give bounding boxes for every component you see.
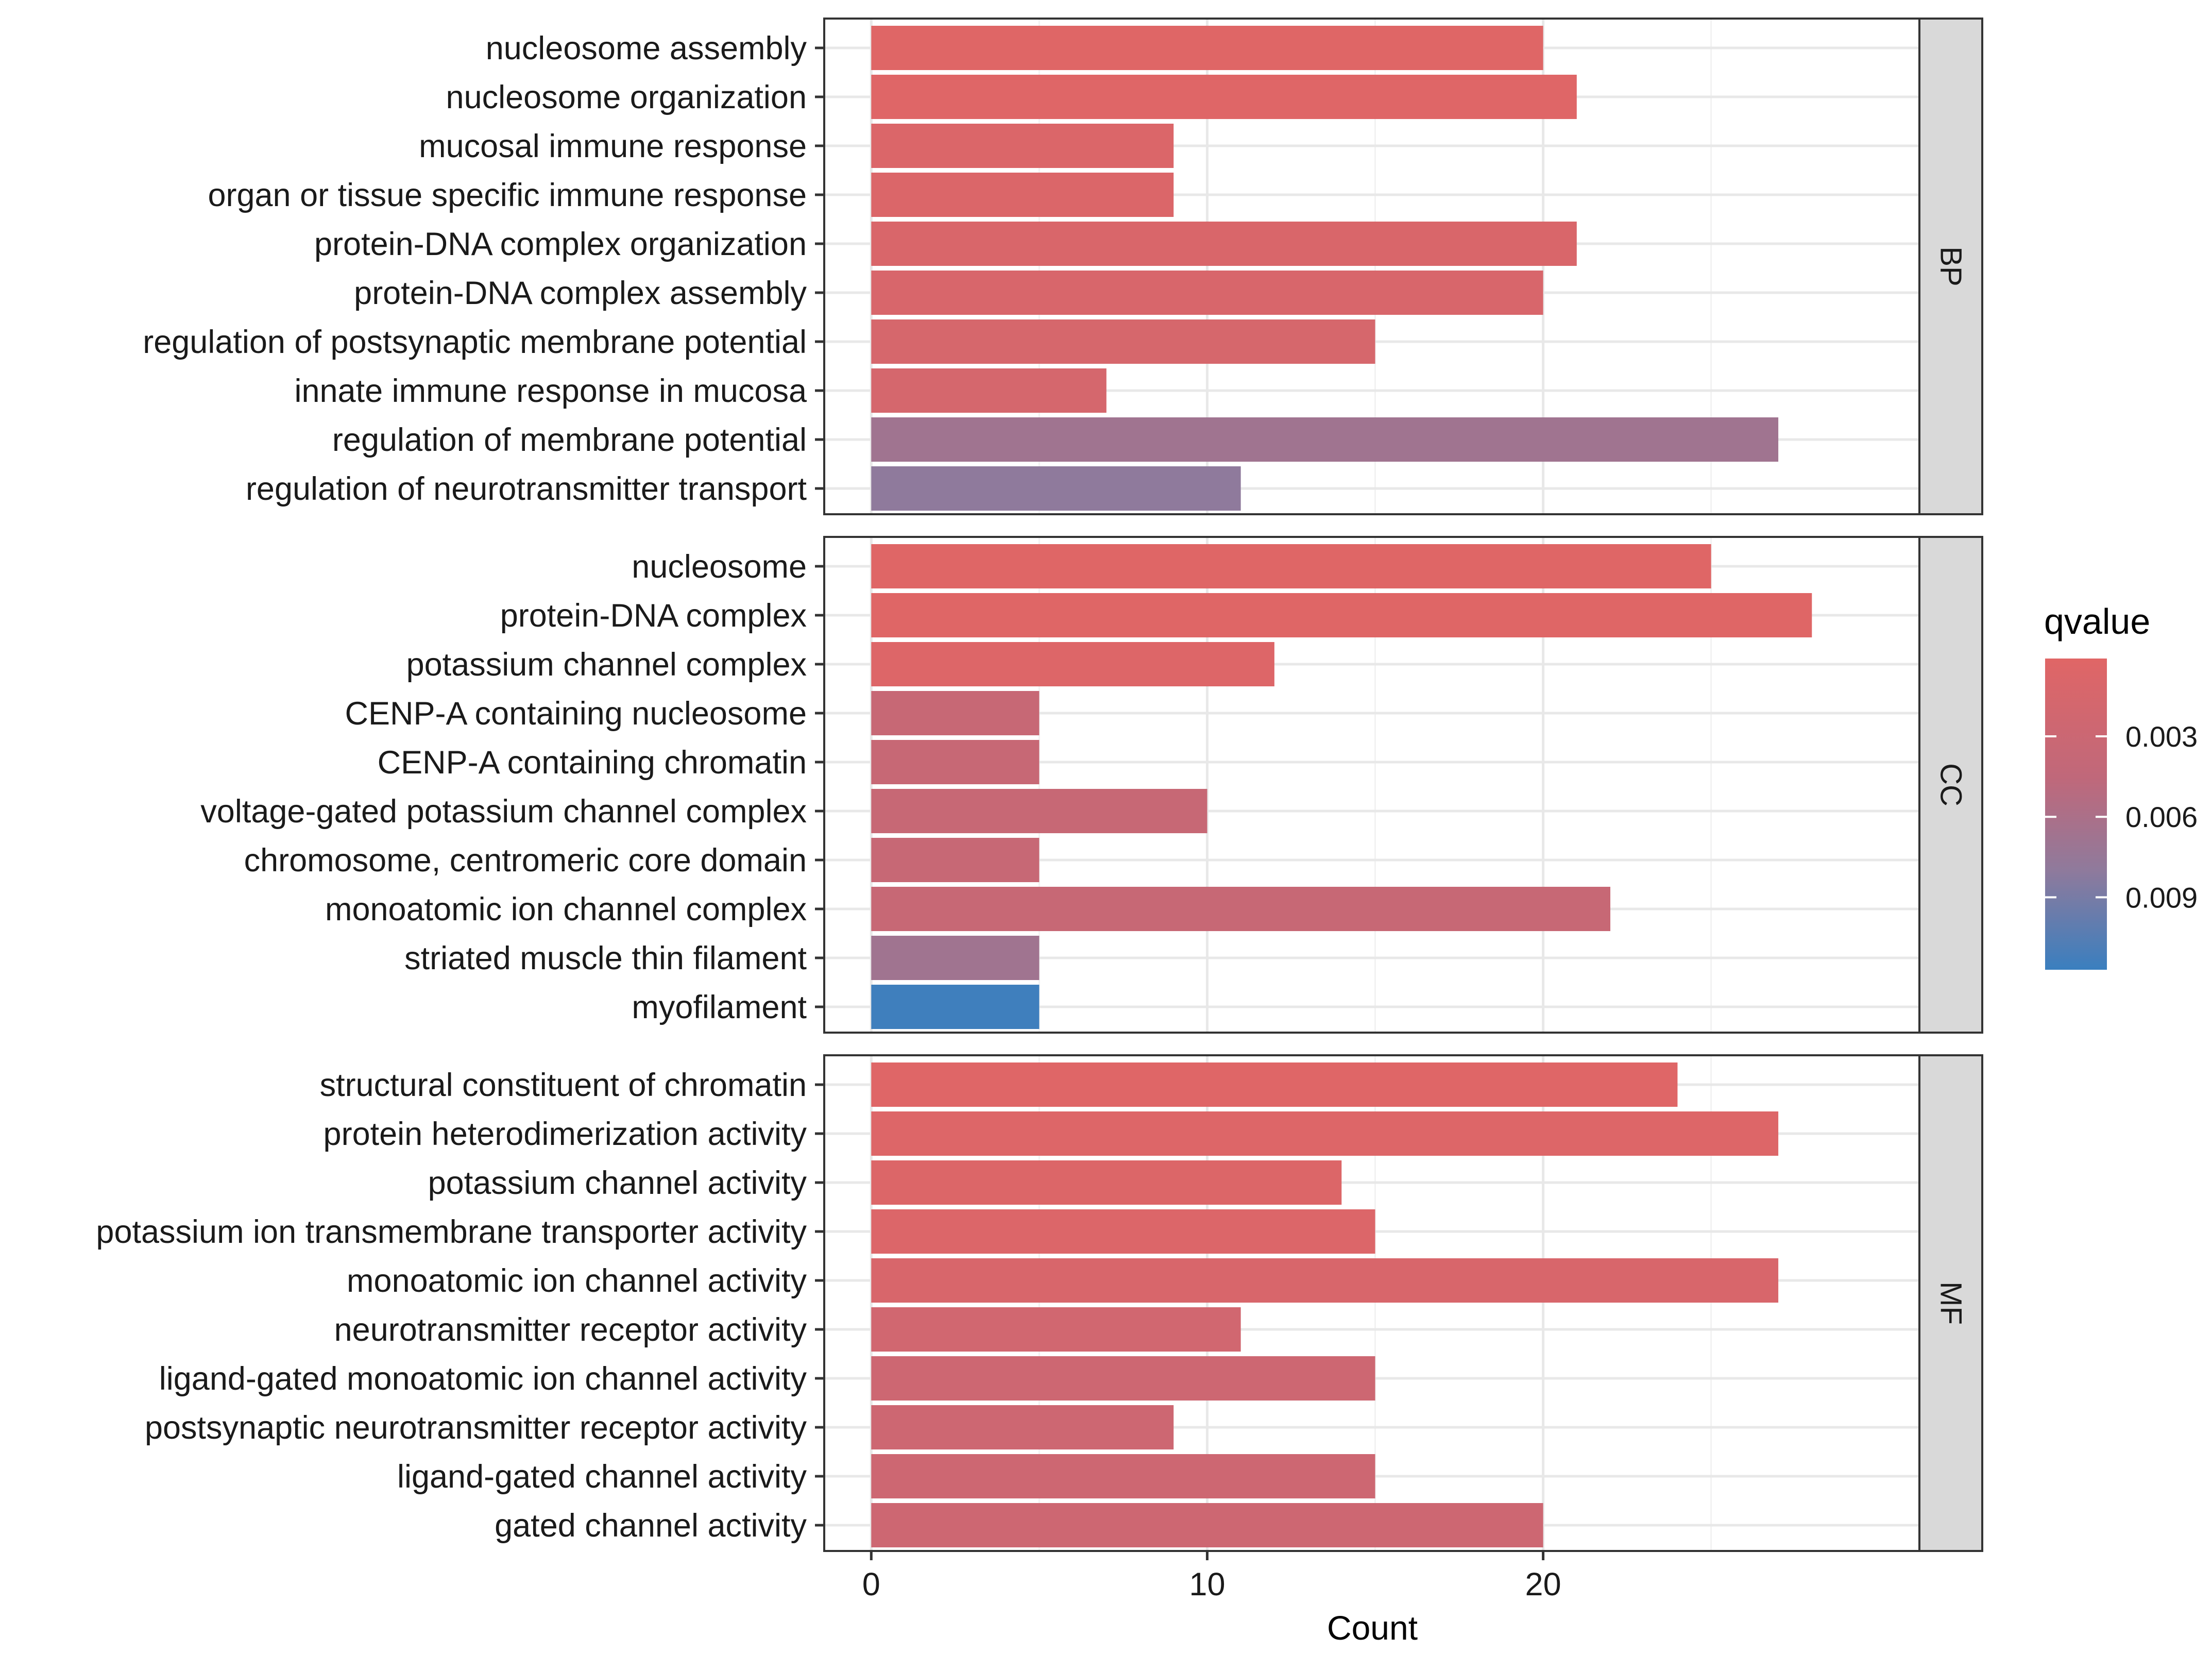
facet-strip-bp [1918,18,1983,515]
category-label: nucleosome [632,549,807,585]
category-label: gated channel activity [495,1508,807,1544]
bar [871,319,1375,364]
bar [871,1258,1779,1303]
bar [871,1307,1241,1352]
facet-strip-cc [1918,536,1983,1034]
bar [871,1209,1375,1254]
bar [871,1160,1342,1205]
category-label: ligand-gated monoatomic ion channel acti… [159,1361,807,1397]
bar [871,26,1543,70]
category-label: monoatomic ion channel activity [347,1263,807,1299]
x-tick-label: 20 [1525,1566,1561,1603]
category-label: CENP-A containing chromatin [378,745,807,781]
category-label: neurotransmitter receptor activity [334,1312,807,1348]
facet-panel-mf: structural constituent of chromatin prote… [96,1054,1983,1552]
bar [871,368,1107,413]
category-label: voltage-gated potassium channel complex [200,794,807,830]
bar [871,1503,1543,1547]
bar [871,1356,1375,1401]
bar [871,740,1040,784]
bar [871,789,1207,833]
bar [871,124,1174,168]
legend-tick-label: 0.009 [2125,881,2198,914]
category-label: mucosal immune response [419,128,807,164]
category-label: myofilament [632,989,807,1025]
category-label: CENP-A containing nucleosome [345,696,807,732]
category-label: protein-DNA complex organization [314,226,807,262]
category-label: ligand-gated channel activity [397,1459,807,1495]
bar [871,593,1812,637]
facet-strip-mf [1918,1054,1983,1552]
bar [871,1405,1174,1449]
bar [871,838,1040,882]
qvalue-legend: qvalue 0.003 0.006 0.009 [2044,601,2198,970]
bar [871,222,1577,266]
category-label: chromosome, centromeric core domain [244,842,807,879]
legend-title: qvalue [2044,601,2150,642]
bar [871,173,1174,217]
x-axis: 0 10 20 [862,1551,1561,1603]
bar [871,691,1040,735]
bar [871,642,1274,686]
bar [871,417,1779,462]
category-label: nucleosome organization [446,79,807,115]
facet-panel-cc: nucleosome protein-DNA complex potassium c… [200,536,1983,1034]
category-label: regulation of membrane potential [332,422,807,458]
bar [871,271,1543,315]
category-label: protein-DNA complex [500,598,807,634]
category-label: innate immune response in mucosa [294,373,807,409]
category-label: regulation of neurotransmitter transport [246,471,807,507]
category-label: organ or tissue specific immune response [208,177,807,213]
category-label: regulation of postsynaptic membrane pote… [143,324,807,360]
x-tick-label: 10 [1189,1566,1225,1603]
bar [871,1062,1678,1107]
category-label: potassium ion transmembrane transporter … [96,1214,807,1250]
bar [871,466,1241,511]
category-label: structural constituent of chromatin [320,1067,807,1103]
x-axis-title: Count [1327,1609,1418,1647]
legend-ticks: 0.003 0.006 0.009 [2045,720,2198,914]
bar [871,75,1577,119]
bar [871,985,1040,1029]
facet-strip-label: CC [1934,763,1968,806]
category-label: monoatomic ion channel complex [325,891,807,927]
legend-tick-label: 0.006 [2125,801,2198,833]
legend-tick-label: 0.003 [2125,720,2198,753]
category-label: striated muscle thin filament [404,940,807,976]
bar [871,887,1611,931]
legend-color-bar [2045,659,2107,970]
category-label: potassium channel complex [406,647,807,683]
facet-strip-label: BP [1934,246,1968,286]
category-label: postsynaptic neurotransmitter receptor a… [145,1410,807,1446]
bar [871,1111,1779,1156]
facet-panel-bp: nucleosome assembly nucleosome organizati… [143,18,1983,515]
category-label: protein heterodimerization activity [324,1116,807,1152]
category-label: nucleosome assembly [486,30,807,66]
category-label: potassium channel activity [428,1165,807,1201]
bar [871,1454,1375,1498]
category-label: protein-DNA complex assembly [354,275,807,311]
bar [871,544,1711,588]
bar [871,936,1040,980]
x-tick-label: 0 [862,1566,880,1603]
facet-strip-label: MF [1934,1281,1968,1325]
